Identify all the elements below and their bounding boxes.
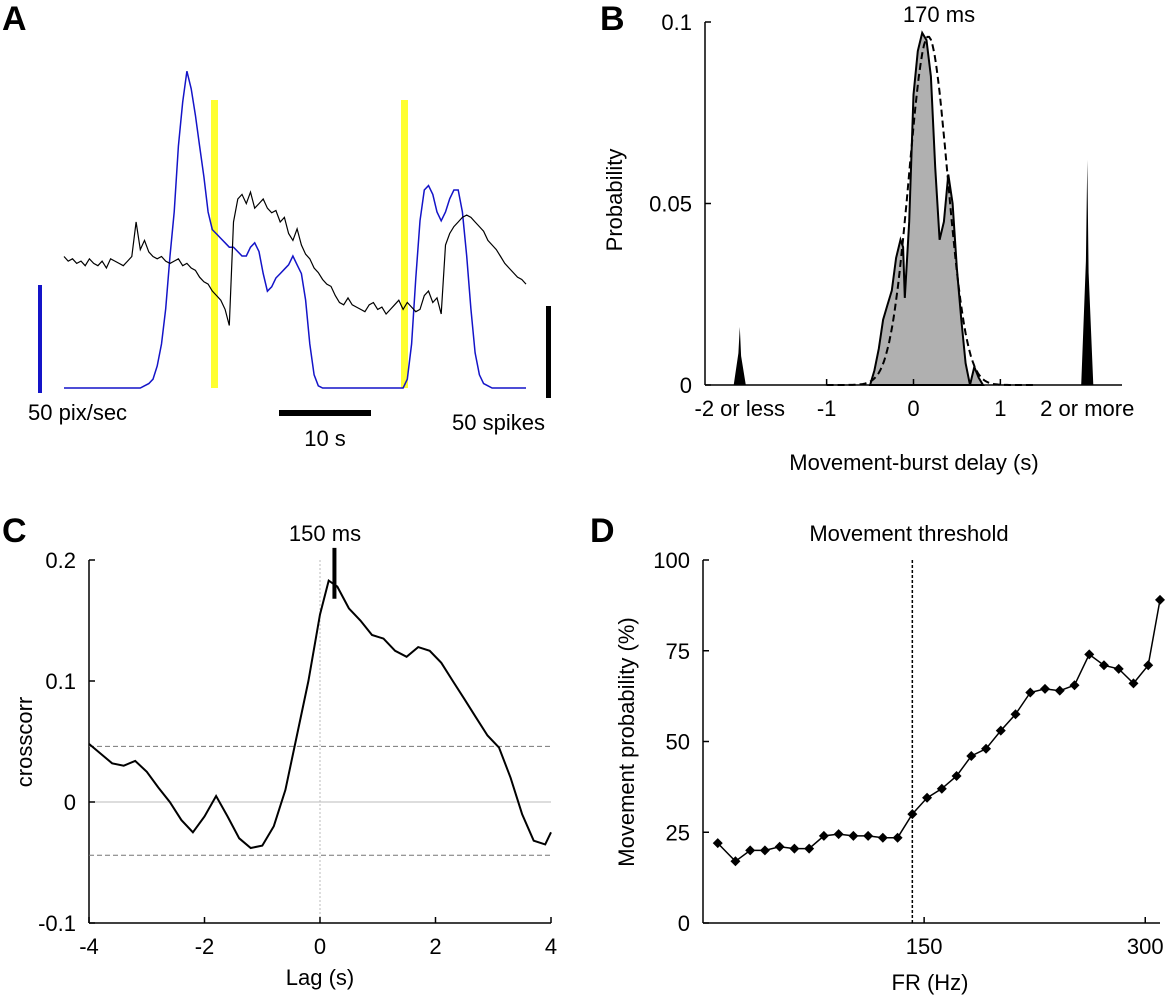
data-point bbox=[995, 725, 1006, 736]
data-point bbox=[789, 843, 800, 854]
data-point bbox=[951, 770, 962, 781]
data-point bbox=[804, 843, 815, 854]
data-point bbox=[1069, 680, 1080, 691]
data-point bbox=[833, 829, 844, 840]
data-point bbox=[936, 783, 947, 794]
data-point bbox=[1010, 709, 1021, 720]
data-point bbox=[1143, 660, 1154, 671]
data-point bbox=[1084, 649, 1095, 660]
y-axis-label: Probability bbox=[602, 149, 627, 252]
y-tick-label: 0 bbox=[64, 790, 76, 815]
data-point bbox=[1113, 663, 1124, 674]
data-point bbox=[1040, 683, 1051, 694]
data-point bbox=[818, 830, 829, 841]
data-point bbox=[863, 830, 874, 841]
histogram-area bbox=[868, 30, 985, 386]
panel-d: 0 25 50 75 100 150 300 FR (Hz) Movement proba… bbox=[614, 521, 1165, 995]
x-tick-label: 2 bbox=[429, 934, 441, 959]
data-point bbox=[730, 856, 741, 867]
panel-label-b: B bbox=[600, 0, 625, 38]
data-point bbox=[848, 830, 859, 841]
y-tick-label: 0 bbox=[680, 373, 692, 398]
x-tick-label: -1 bbox=[817, 396, 837, 421]
panel-b: 0 0.05 0.1 -2 or less -1 0 1 2 or more Movemen… bbox=[602, 2, 1134, 475]
series-line-speed bbox=[64, 71, 526, 389]
speed-scale-label: 50 pix/sec bbox=[28, 400, 127, 425]
x-tick-label: -2 or less bbox=[695, 396, 785, 421]
x-tick-label: 4 bbox=[545, 934, 557, 959]
x-axis-label: FR (Hz) bbox=[892, 970, 969, 995]
data-point bbox=[1128, 678, 1139, 689]
data-point bbox=[966, 751, 977, 762]
x-tick-label: 1 bbox=[994, 396, 1006, 421]
event-marker-1 bbox=[211, 100, 218, 388]
x-axis-label: Movement-burst delay (s) bbox=[789, 450, 1038, 475]
y-tick-label: 0.1 bbox=[45, 669, 76, 694]
y-tick-label: 0.1 bbox=[661, 10, 692, 35]
data-point bbox=[907, 809, 918, 820]
speed-scale-bar bbox=[38, 285, 42, 393]
edge-bin-right bbox=[1081, 159, 1094, 385]
data-point bbox=[892, 832, 903, 843]
panel-label-d: D bbox=[590, 512, 615, 550]
x-tick-label: -2 bbox=[195, 934, 215, 959]
chart-title: Movement threshold bbox=[809, 521, 1008, 546]
series-line-firing-rate bbox=[63, 190, 527, 326]
edge-bin-left bbox=[733, 326, 746, 385]
series-line-crosscorr bbox=[88, 578, 552, 850]
panel-c: -0.1 0 0.1 0.2 -4 -2 0 2 4 Lag (s) crosscorr 15… bbox=[12, 521, 557, 990]
annotation-label: 170 ms bbox=[903, 2, 975, 27]
data-point bbox=[774, 841, 785, 852]
y-axis-label: Movement probability (%) bbox=[614, 617, 639, 866]
y-tick-label: 0.05 bbox=[649, 192, 692, 217]
x-tick-label: 300 bbox=[1127, 934, 1164, 959]
data-point bbox=[1155, 594, 1165, 605]
y-tick-label: 50 bbox=[666, 730, 690, 755]
x-tick-label: -4 bbox=[79, 934, 99, 959]
data-point bbox=[1025, 687, 1036, 698]
data-point bbox=[922, 792, 933, 803]
data-point bbox=[759, 845, 770, 856]
panel-label-c: C bbox=[2, 512, 27, 550]
spike-scale-bar bbox=[546, 306, 551, 398]
data-point bbox=[877, 832, 888, 843]
data-point bbox=[981, 743, 992, 754]
x-axis-label: Lag (s) bbox=[286, 965, 354, 990]
time-scale-bar bbox=[279, 410, 371, 416]
time-scale-label: 10 s bbox=[304, 426, 346, 451]
panel-label-a: A bbox=[2, 0, 27, 38]
x-tick-label: 2 or more bbox=[1040, 396, 1134, 421]
y-tick-label: 75 bbox=[666, 639, 690, 664]
data-point bbox=[1098, 660, 1109, 671]
y-axis-label: crosscorr bbox=[12, 697, 37, 787]
x-tick-label: 0 bbox=[314, 934, 326, 959]
series-line-movement-probability bbox=[717, 599, 1161, 863]
y-tick-label: 100 bbox=[653, 548, 690, 573]
spike-scale-label: 50 spikes bbox=[452, 410, 545, 435]
y-tick-label: 0 bbox=[678, 911, 690, 936]
event-marker-2 bbox=[401, 100, 408, 388]
annotation-label: 150 ms bbox=[289, 521, 361, 546]
data-point bbox=[1054, 685, 1065, 696]
y-tick-label: 0.2 bbox=[45, 548, 76, 573]
y-tick-label: 25 bbox=[666, 820, 690, 845]
data-point bbox=[712, 838, 723, 849]
data-point bbox=[745, 845, 756, 856]
panel-a: 50 pix/sec 50 spikes 10 s bbox=[28, 71, 551, 451]
x-tick-label: 0 bbox=[907, 396, 919, 421]
y-tick-label: -0.1 bbox=[38, 911, 76, 936]
x-tick-label: 150 bbox=[906, 934, 943, 959]
